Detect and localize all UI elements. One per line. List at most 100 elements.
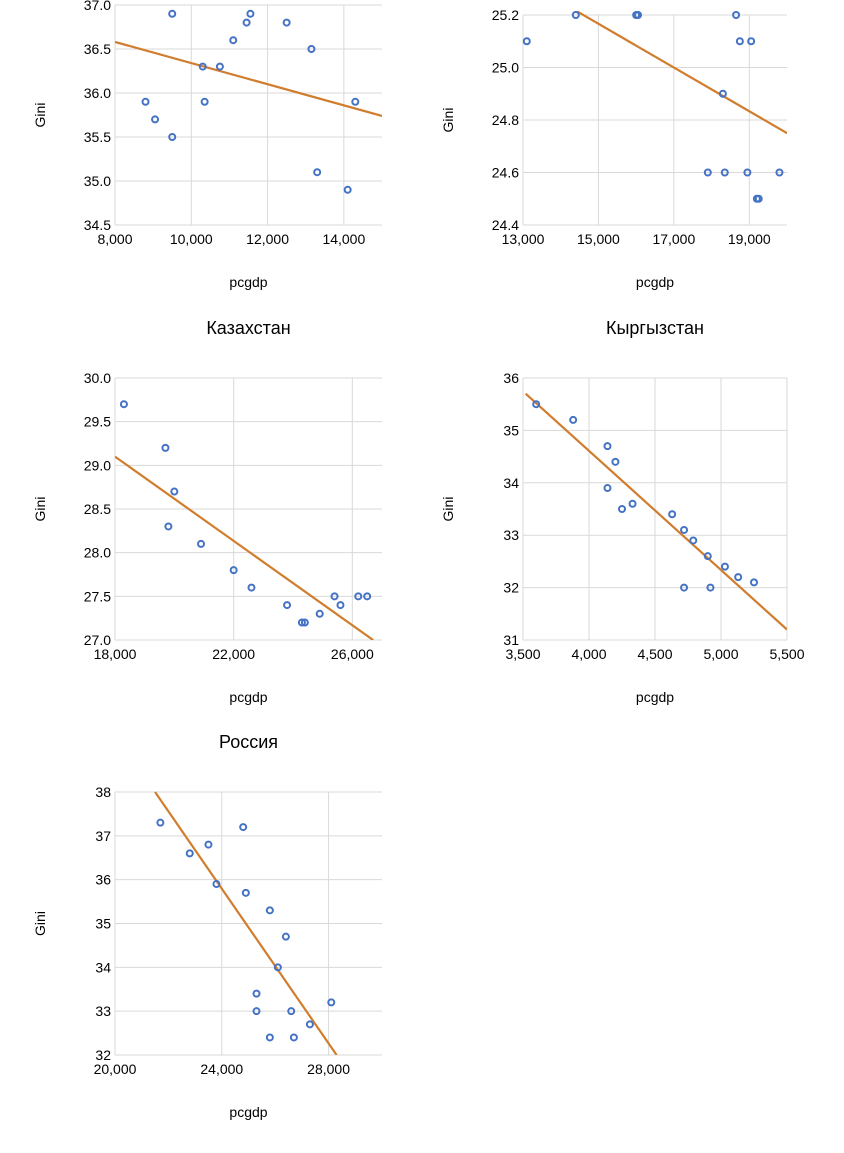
x-axis-title: pcgdp bbox=[636, 274, 674, 290]
data-point bbox=[680, 583, 689, 592]
data-point bbox=[336, 601, 345, 610]
data-point bbox=[200, 97, 209, 106]
data-point bbox=[680, 525, 689, 534]
y-tick-label: 33 bbox=[503, 527, 519, 543]
y-tick-label: 37.0 bbox=[84, 0, 111, 13]
y-tick-label: 34.5 bbox=[84, 217, 111, 233]
data-point bbox=[754, 194, 763, 203]
trendline bbox=[115, 455, 374, 640]
data-point bbox=[775, 168, 784, 177]
chart-2: 24.4 24.6 24.8 25.0 25.2 13,000 15,000 17,000 19… bbox=[440, 7, 787, 290]
data-point bbox=[718, 89, 727, 98]
data-point bbox=[569, 415, 578, 424]
x-tick-label: 14,000 bbox=[322, 231, 365, 247]
data-point bbox=[265, 1033, 274, 1042]
data-point bbox=[327, 998, 336, 1007]
data-point bbox=[282, 18, 291, 27]
data-point bbox=[198, 62, 207, 71]
y-tick-label: 29.5 bbox=[84, 414, 111, 430]
y-tick-label: 29.0 bbox=[84, 457, 111, 473]
x-tick-label: 5,500 bbox=[769, 646, 804, 662]
y-tick-label: 36.0 bbox=[84, 85, 111, 101]
data-point bbox=[168, 9, 177, 18]
data-point bbox=[241, 888, 250, 897]
y-tick-label: 31 bbox=[503, 632, 519, 648]
data-point bbox=[603, 442, 612, 451]
data-point bbox=[119, 400, 128, 409]
y-tick-label: 34 bbox=[95, 959, 111, 975]
data-point bbox=[273, 963, 282, 972]
x-axis-title: pcgdp bbox=[229, 274, 267, 290]
x-tick-label: 4,500 bbox=[637, 646, 672, 662]
y-tick-label: 35 bbox=[503, 422, 519, 438]
data-point bbox=[265, 906, 274, 915]
data-point bbox=[720, 168, 729, 177]
data-point bbox=[229, 566, 238, 575]
x-tick-label: 24,000 bbox=[200, 1061, 243, 1077]
data-point bbox=[247, 583, 256, 592]
data-point bbox=[281, 932, 290, 941]
x-tick-label: 8,000 bbox=[97, 231, 132, 247]
x-tick-label: 5,000 bbox=[703, 646, 738, 662]
x-tick-label: 20,000 bbox=[94, 1061, 137, 1077]
data-point bbox=[734, 573, 743, 582]
data-point bbox=[315, 609, 324, 618]
chart-1: 34.5 35.0 35.5 36.0 36.5 37.0 8,000 10,000 12,00… bbox=[32, 0, 382, 290]
data-point bbox=[242, 18, 251, 27]
y-tick-label: 25.2 bbox=[492, 7, 519, 23]
data-point bbox=[151, 115, 160, 124]
x-axis-title: pcgdp bbox=[229, 1104, 267, 1120]
data-point bbox=[168, 133, 177, 141]
chart-4: 31 32 33 34 35 36 3,500 4,000 4,500 5,000 5,500 pcg… bbox=[440, 318, 805, 705]
y-tick-label: 30.0 bbox=[84, 370, 111, 386]
data-point bbox=[289, 1033, 298, 1042]
data-point bbox=[197, 539, 206, 548]
data-point bbox=[307, 45, 316, 53]
data-point bbox=[252, 989, 261, 998]
y-tick-label: 35.5 bbox=[84, 129, 111, 145]
x-tick-label: 12,000 bbox=[246, 231, 289, 247]
y-tick-label: 32 bbox=[503, 580, 519, 596]
x-tick-label: 3,500 bbox=[505, 646, 540, 662]
data-point bbox=[354, 592, 363, 601]
y-tick-label: 36 bbox=[95, 872, 111, 888]
data-point bbox=[161, 443, 170, 452]
data-point bbox=[300, 618, 309, 627]
y-tick-label: 27.5 bbox=[84, 588, 111, 604]
data-point bbox=[305, 1020, 314, 1029]
trendline bbox=[115, 40, 382, 117]
data-point bbox=[689, 536, 698, 545]
data-point bbox=[313, 168, 322, 177]
data-point bbox=[246, 9, 255, 18]
y-tick-label: 28.0 bbox=[84, 545, 111, 561]
data-point bbox=[720, 562, 729, 571]
data-point bbox=[634, 11, 643, 19]
x-tick-label: 4,000 bbox=[571, 646, 606, 662]
y-axis-title: Gini bbox=[32, 497, 48, 522]
data-point bbox=[571, 11, 580, 19]
y-tick-label: 37 bbox=[95, 828, 111, 844]
data-point bbox=[239, 823, 248, 832]
data-point bbox=[532, 400, 541, 409]
data-point bbox=[732, 11, 741, 19]
y-tick-label: 35 bbox=[95, 916, 111, 932]
y-tick-label: 38 bbox=[95, 784, 111, 800]
data-point bbox=[363, 592, 372, 601]
y-tick-label: 24.8 bbox=[492, 112, 519, 128]
data-point bbox=[703, 552, 712, 561]
y-tick-label: 35.0 bbox=[84, 173, 111, 189]
data-point bbox=[170, 487, 179, 496]
trendline bbox=[574, 11, 787, 135]
trendline bbox=[524, 392, 787, 631]
y-tick-label: 27.0 bbox=[84, 632, 111, 648]
trendline bbox=[154, 791, 338, 1055]
x-axis-title: pcgdp bbox=[229, 689, 267, 705]
y-tick-label: 25.0 bbox=[492, 60, 519, 76]
data-point bbox=[141, 97, 150, 106]
x-tick-label: 18,000 bbox=[94, 646, 137, 662]
data-point bbox=[164, 522, 173, 531]
data-point bbox=[343, 185, 352, 194]
chart-3: 27.0 27.5 28.0 28.5 29.0 29.5 30.0 18,000 22,000… bbox=[32, 318, 382, 705]
data-point bbox=[628, 499, 637, 508]
